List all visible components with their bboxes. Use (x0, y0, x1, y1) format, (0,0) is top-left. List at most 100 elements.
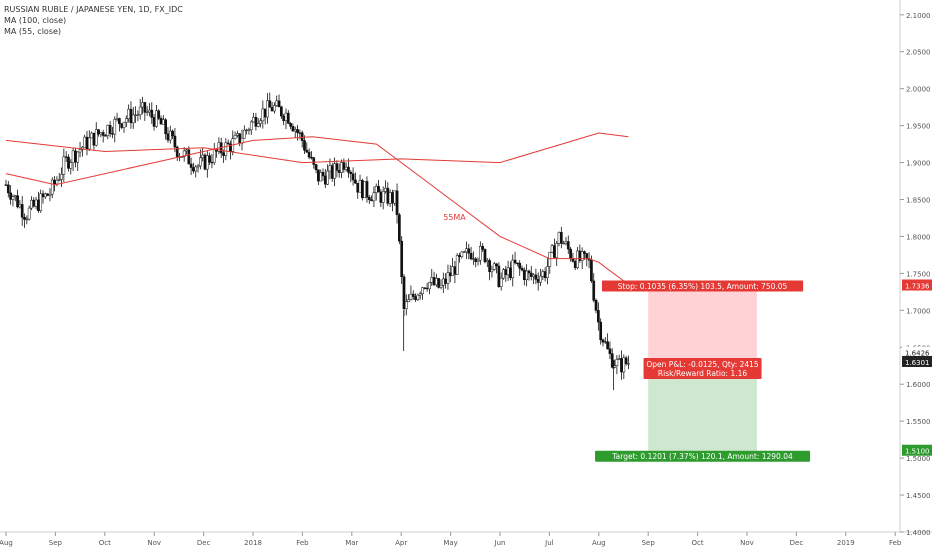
candle-body (340, 162, 343, 173)
candle-body (432, 277, 436, 286)
candle-body (92, 132, 96, 146)
candle-body (222, 152, 225, 156)
candle-body (185, 149, 188, 152)
candle-body (488, 260, 491, 273)
candle-body (173, 135, 177, 148)
candle-body (391, 192, 394, 204)
candle-body (418, 293, 422, 296)
candle-body (497, 265, 501, 288)
candle-body (143, 102, 147, 113)
y-tick-label: 1.7500 (906, 270, 931, 278)
candle-body (347, 166, 350, 173)
candle-body (97, 129, 100, 135)
candle-body (400, 240, 404, 278)
candle-body (275, 100, 279, 106)
candle-body (407, 299, 410, 303)
candle-body (335, 163, 339, 171)
candle-body (576, 250, 579, 268)
candle-body (196, 165, 200, 168)
x-tick-label: Aug (0, 539, 13, 547)
candle-body (564, 241, 568, 244)
candle-body (476, 259, 480, 262)
candle-body (414, 296, 417, 300)
candle-body (182, 150, 186, 158)
candle-body (252, 117, 255, 123)
candle-body (78, 149, 82, 153)
candle-body (280, 106, 283, 117)
candle-body (546, 266, 549, 278)
candle-body (453, 266, 457, 275)
candle-body (328, 165, 332, 172)
candle-body (131, 114, 135, 124)
x-tick-label: Sep (642, 539, 656, 547)
candle-body (465, 248, 468, 253)
candle-body (4, 184, 8, 186)
candle-body (41, 193, 45, 198)
candle-body (101, 132, 105, 136)
candle-body (608, 348, 612, 354)
candle-body (136, 114, 140, 116)
candle-body (224, 142, 228, 156)
candle-body (266, 100, 269, 118)
candle-body (289, 123, 292, 127)
x-tick-label: Dec (790, 539, 804, 547)
candle-body (323, 175, 327, 185)
candle-body (291, 126, 295, 132)
candle-body (398, 214, 401, 242)
candle-body (539, 275, 542, 283)
candle-body (330, 165, 334, 179)
x-tick-label: Feb (296, 539, 309, 547)
candle-body (448, 272, 452, 277)
candle-body (594, 300, 598, 311)
candle-body (624, 357, 628, 364)
candle-body (145, 111, 149, 113)
price-tag-target-box (902, 444, 932, 456)
candle-body (293, 129, 297, 132)
candle-body (469, 253, 473, 260)
candle-body (462, 251, 466, 253)
candle-body (104, 135, 107, 137)
candle-body (263, 108, 267, 118)
candle-body (423, 287, 427, 289)
y-tick-label: 1.7000 (906, 307, 931, 315)
candle-body (43, 193, 47, 198)
candle-body (393, 190, 397, 204)
candle-body (358, 180, 362, 193)
candle-body (259, 120, 262, 124)
candle-body (569, 248, 572, 259)
candle-body (492, 263, 496, 270)
candle-body (585, 253, 589, 259)
candle-body (99, 132, 103, 135)
x-tick-label: Nov (147, 539, 161, 547)
candle-body (490, 269, 494, 273)
candle-body (138, 106, 142, 116)
price-tag-last-box (902, 355, 932, 367)
candle-body (268, 100, 272, 108)
candle-body (511, 259, 515, 279)
candle-body (360, 180, 364, 199)
candle-body (411, 293, 415, 297)
candle-body (85, 136, 89, 150)
candle-body (18, 204, 22, 208)
candle-body (474, 258, 478, 262)
candle-body (46, 193, 50, 196)
candle-body (550, 245, 554, 253)
candle-body (532, 274, 535, 277)
candle-body (201, 154, 205, 159)
x-tick-label: Dec (197, 539, 211, 547)
candle-body (282, 115, 286, 122)
candle-body (374, 185, 378, 194)
candle-body (467, 248, 471, 254)
candle-body (386, 187, 390, 204)
candle-body (69, 162, 73, 169)
candle-body (141, 102, 144, 108)
candle-body (314, 164, 318, 170)
x-tick-label: Feb (889, 539, 902, 547)
candle-body (525, 270, 528, 280)
candle-body (249, 121, 253, 131)
candle-body (6, 184, 10, 194)
candle-body (108, 125, 112, 134)
candle-body (122, 121, 126, 128)
y-tick-label: 1.5000 (906, 455, 931, 463)
